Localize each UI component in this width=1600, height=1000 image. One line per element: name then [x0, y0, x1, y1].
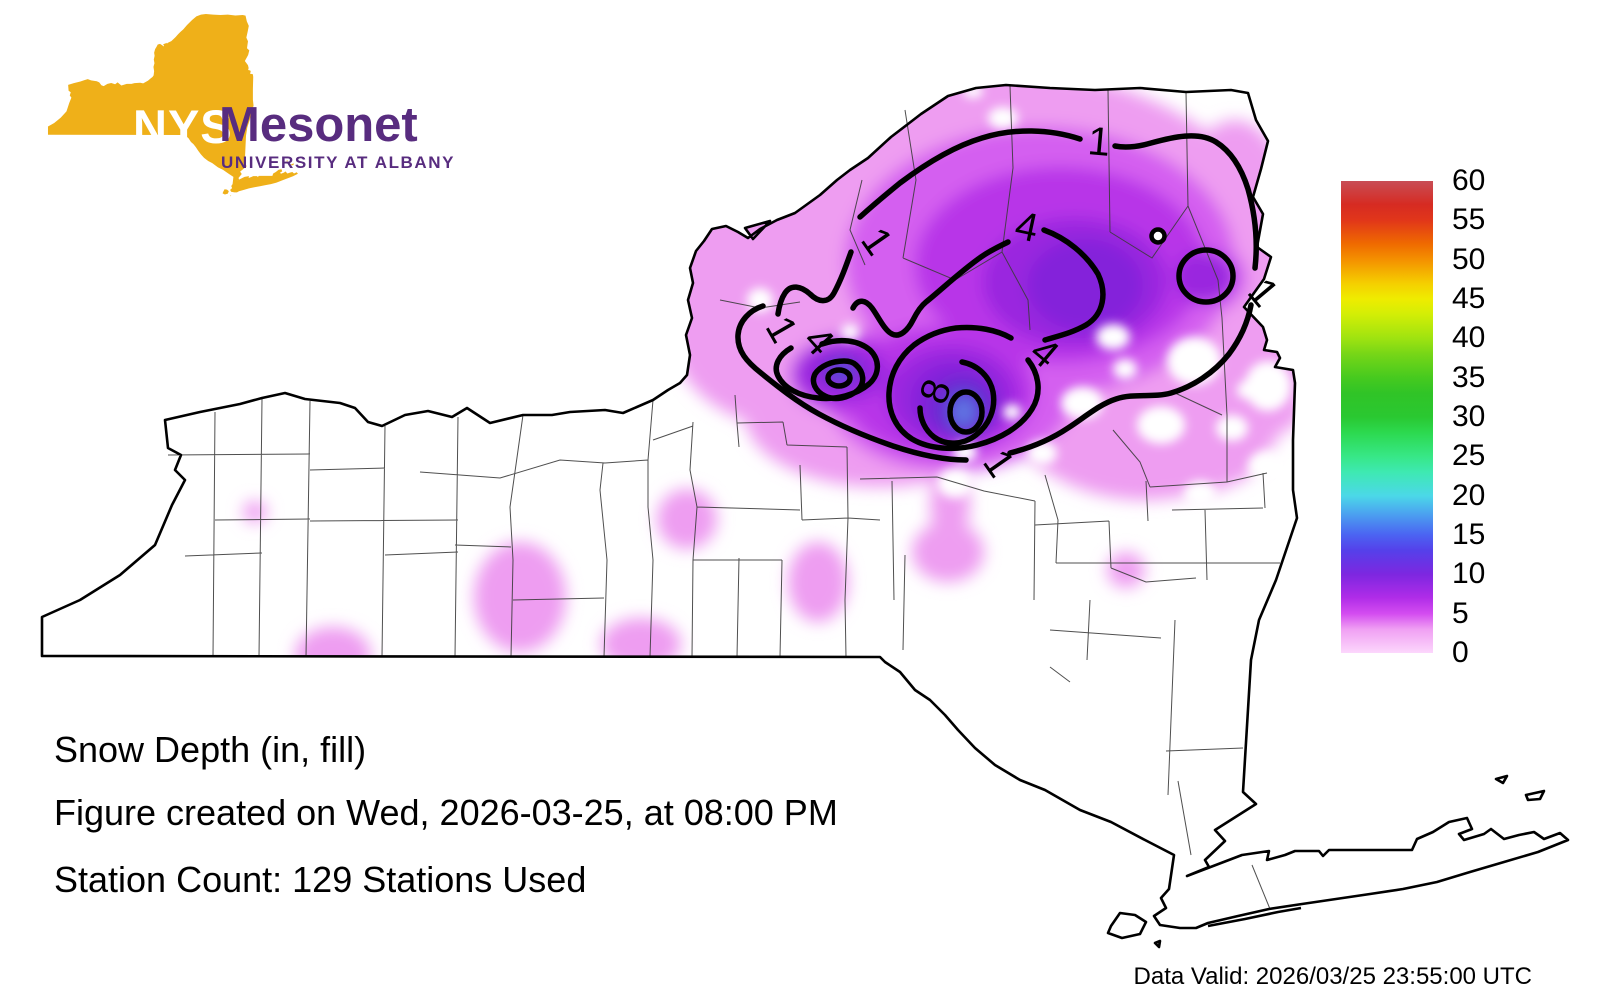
colorbar-tick: 0 [1452, 636, 1469, 669]
colorbar-tick: 60 [1452, 164, 1486, 197]
station-marker [1149, 227, 1167, 245]
colorbar-tick: 40 [1452, 321, 1486, 355]
colorbar-tick: 55 [1452, 203, 1486, 237]
colorbar-tick: 50 [1452, 242, 1486, 276]
colorbar-tick: 25 [1452, 439, 1486, 473]
county-borders [167, 85, 1280, 910]
colorbar-gradient [1341, 181, 1433, 653]
logo-acronym: NYS [133, 100, 233, 153]
data-valid-label: Data Valid: 2026/03/25 23:55:00 UTC [1133, 963, 1532, 990]
colorbar-tick: 30 [1452, 400, 1486, 433]
colorbar-tick: 5 [1452, 596, 1469, 630]
colorbar-ticks: 60 55 50 45 40 35 30 25 20 15 10 5 0 [1452, 164, 1532, 669]
created-label: Figure created on Wed, 2026-03-25, at 08… [54, 792, 838, 833]
logo-name: Mesonet [219, 98, 418, 152]
colorbar-tick: 20 [1452, 478, 1486, 512]
variable-label: Snow Depth (in, fill) [54, 729, 367, 770]
colorbar-tick: 45 [1452, 282, 1486, 315]
colorbar-tick: 35 [1452, 360, 1486, 394]
contour-label: 1 [1086, 119, 1112, 165]
logo-affiliation: UNIVERSITY AT ALBANY [221, 153, 456, 172]
colorbar-tick: 15 [1452, 518, 1486, 551]
station-count-label: Station Count: 129 Stations Used [54, 859, 587, 900]
contour-lines [735, 128, 1259, 463]
colorbar-tick: 10 [1452, 557, 1486, 591]
barrier-island [1207, 906, 1302, 928]
